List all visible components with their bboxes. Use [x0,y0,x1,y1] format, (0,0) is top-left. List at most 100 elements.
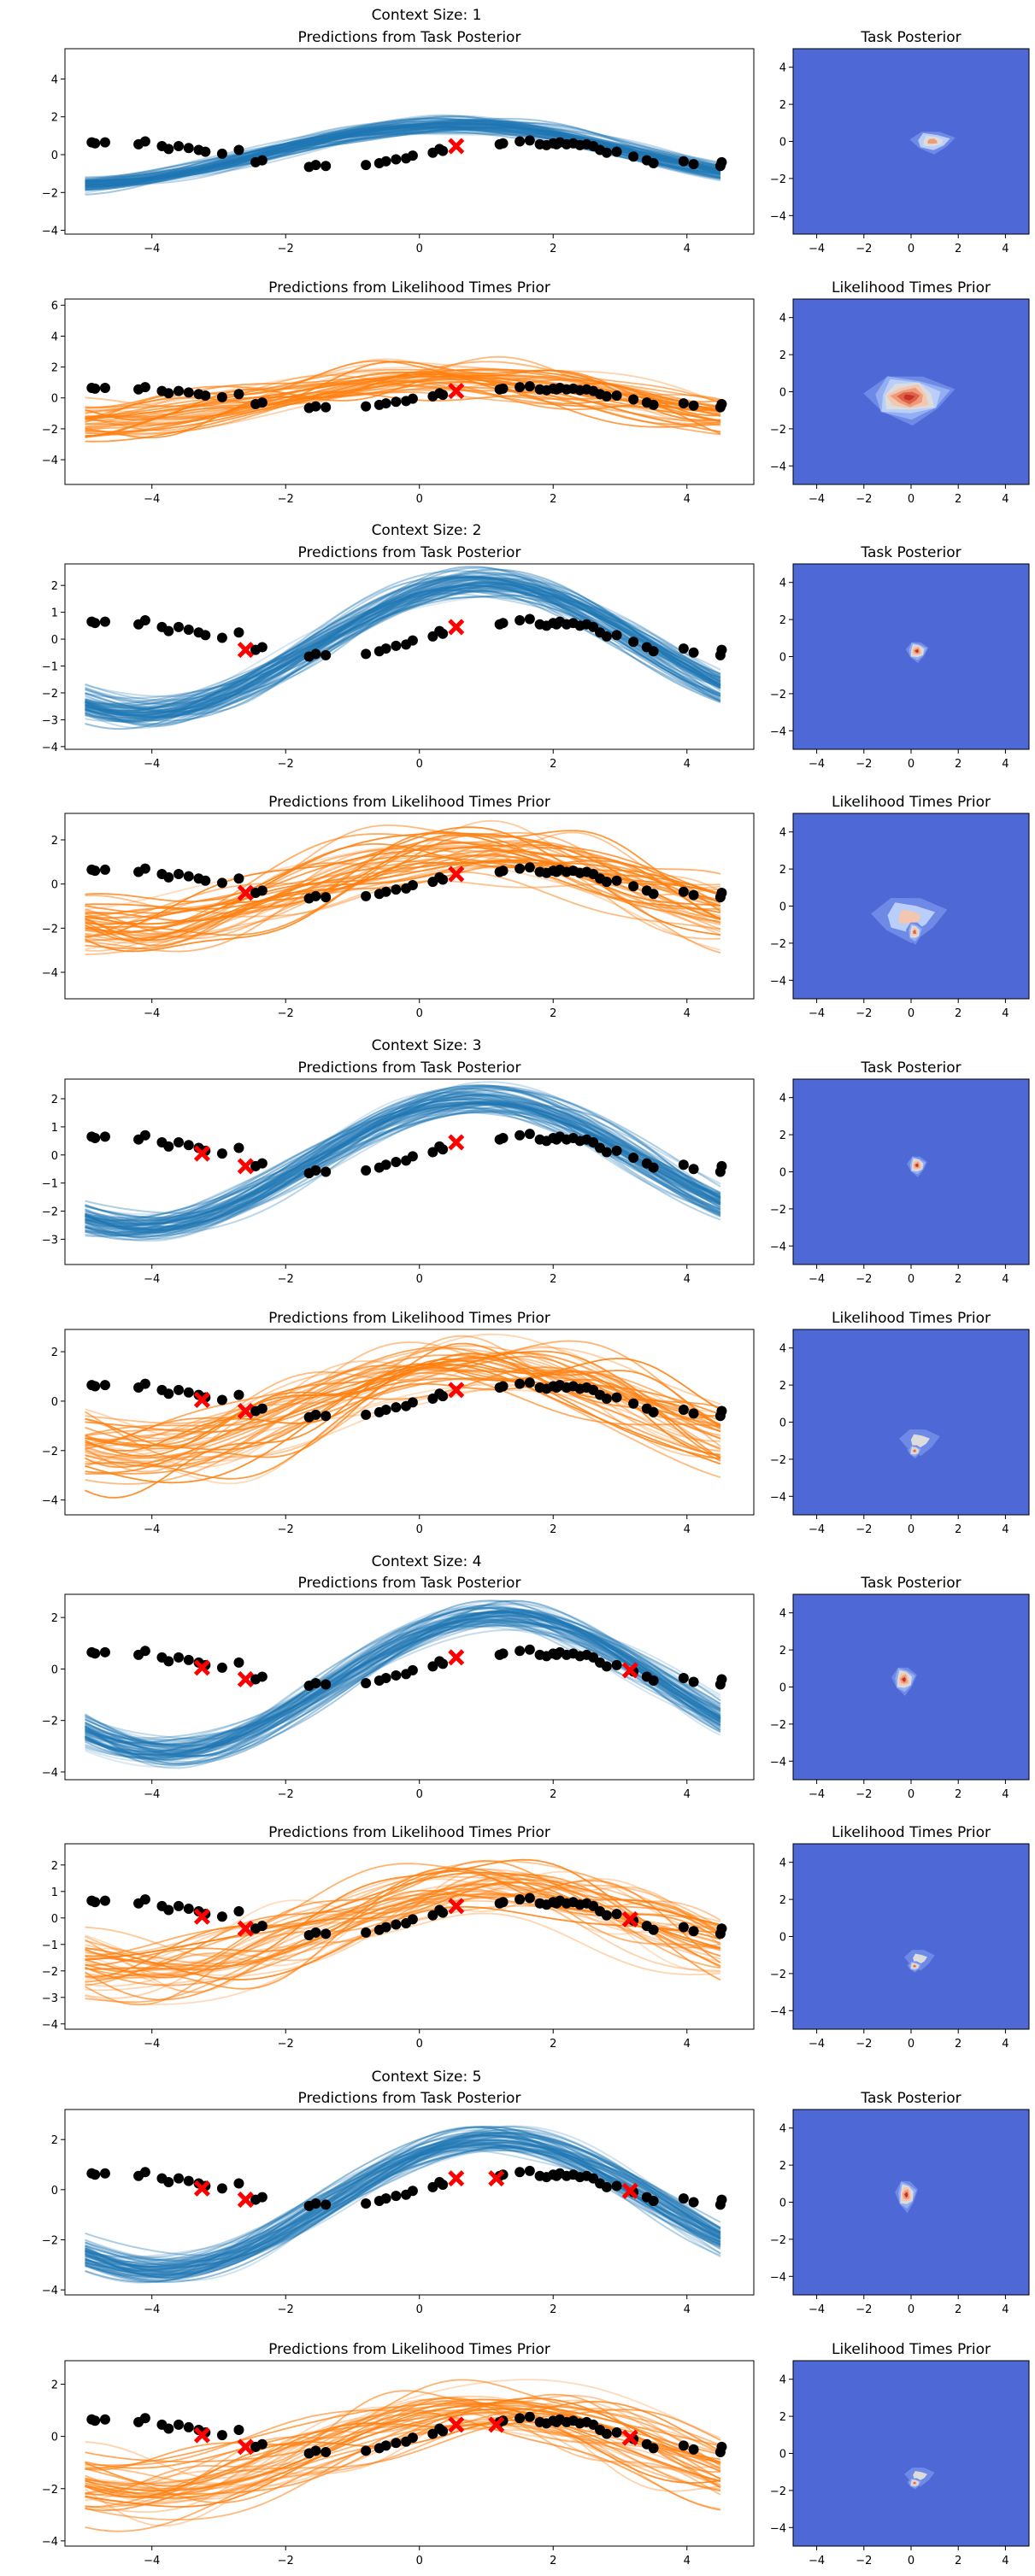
contour-level [904,2192,909,2198]
x-tick-label: 2 [550,758,556,771]
sample-line [85,1094,721,1222]
y-tick-label: −3 [42,714,58,727]
x-tick-label: 2 [955,2555,961,2567]
sample-line [85,1614,721,1746]
sample-line [85,1879,721,1959]
observed-point [233,1389,244,1400]
sample-line [85,2143,721,2273]
observed-point [320,1411,332,1422]
context-marker [621,1910,638,1928]
sample-line [85,1607,721,1756]
x-tick-label: 2 [550,2303,556,2316]
observed-point [173,1136,185,1147]
x-tick-label: −2 [278,1523,294,1536]
sample-line [85,574,721,716]
observed-point [139,136,150,147]
sample-line [85,1863,721,1986]
sample-line [85,2428,721,2506]
observed-point [320,1166,332,1177]
axes-frame [64,563,755,750]
y-tick-label: −2 [770,938,786,951]
observed-point [320,649,332,660]
x-tick-label: 4 [1002,758,1009,771]
sample-line [85,2134,721,2273]
plot-area [65,1594,754,1780]
observed-point [90,1648,101,1659]
sample-line [85,1610,721,1752]
axes-frame [64,298,755,485]
sample-line [84,578,721,728]
observed-point [361,1165,372,1176]
subplot-title: Predictions from Likelihood Times Prior [268,794,550,811]
observed-point [256,1921,268,1932]
observed-point [601,390,612,402]
observed-point [497,1133,509,1144]
observed-point [716,398,727,409]
plot-area [65,49,754,234]
sample-line [85,1614,721,1753]
observed-point [407,150,418,161]
x-tick-label: 2 [955,2303,961,2316]
y-tick-label: 2 [51,580,58,593]
y-tick-label: 2 [51,1094,58,1106]
axes-frame [64,1593,755,1781]
observed-point [716,888,727,898]
context-marker [237,1920,254,1937]
sample-line [85,1377,721,1468]
sample-line [85,575,721,717]
sample-line [85,2411,721,2496]
sample-line [85,1377,721,1433]
sample-line [85,1084,721,1232]
x-tick-label: 4 [1002,2555,1009,2567]
y-tick-label: −4 [770,1241,786,1253]
observed-point [233,1142,244,1153]
context-marker [193,1391,210,1408]
sample-line [85,120,721,185]
observed-point [497,1897,509,1908]
x-tick-label: 4 [1002,493,1009,506]
sample-line [85,2126,721,2273]
observed-point [678,398,689,409]
sample-line [85,1599,721,1755]
sample-line [85,578,721,719]
observed-point [648,1406,659,1417]
observed-point [678,1405,689,1416]
context-marker [448,2170,465,2187]
sample-line [85,1378,721,1480]
y-tick-label: 0 [779,652,786,665]
observed-point [216,2183,227,2194]
sample-line [85,590,721,713]
observed-point [611,875,622,886]
line-subplot-prior-context-3: Predictions from Likelihood Times Prior −… [42,1310,755,1536]
observed-point [611,1909,622,1920]
x-tick-label: 2 [955,1523,961,1536]
sample-line [85,1101,721,1219]
observed-point [173,141,185,152]
y-tick-label: 2 [779,1130,786,1142]
context-marker [448,619,465,636]
subplot-title: Likelihood Times Prior [832,1824,991,1841]
sample-line [85,582,721,715]
observed-point [611,2427,622,2438]
sample-line [85,124,721,194]
sample-line [85,1599,721,1757]
axes-frame [64,2360,755,2547]
sample-line [85,1622,721,1759]
observed-point [310,648,321,660]
observed-point [361,1677,372,1688]
observed-point [648,1924,659,1935]
sample-line [85,1102,721,1242]
sample-line [85,1611,721,1752]
sample-line [85,1105,721,1222]
heatmap-subplot-prior-context-2: Likelihood Times Prior −4 −2 0 2 4 −4 −2 0 2 4 [770,794,1030,1020]
x-tick-label: 2 [955,1788,961,1801]
x-tick-label: −4 [809,243,825,255]
sample-line [85,2141,721,2259]
observed-point [648,1675,659,1686]
heatmap-background [793,49,1029,234]
observed-point [391,884,402,895]
y-tick-label: 4 [51,331,58,343]
sample-line [85,1108,721,1241]
sample-line [85,120,721,183]
line-subplot-prior-context-5: Predictions from Likelihood Times Prior −… [42,2341,755,2567]
